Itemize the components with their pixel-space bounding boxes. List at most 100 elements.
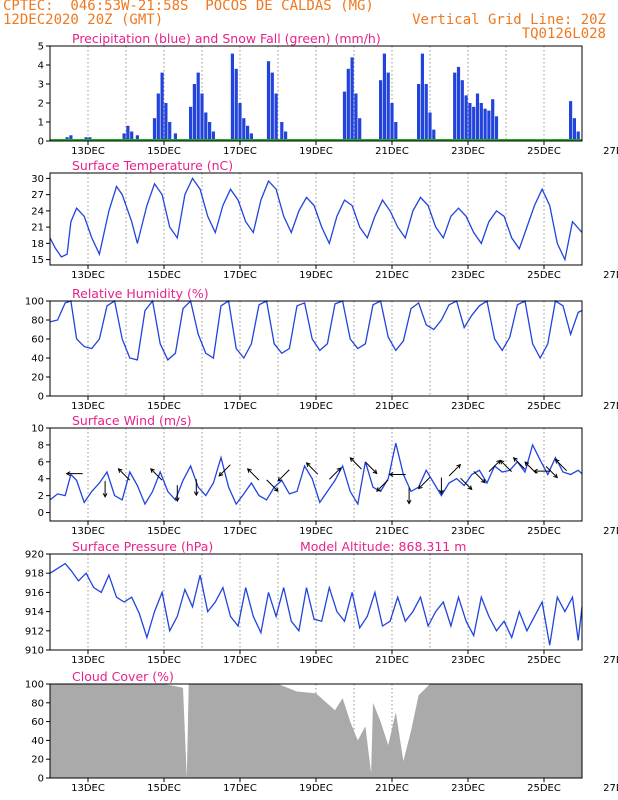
wind-line (49, 443, 583, 506)
y-tick-label: 100 (25, 297, 44, 308)
x-tick-label: 15DEC (147, 146, 181, 157)
x-tick-label: 21DEC (375, 401, 409, 412)
wind-arrow-head (439, 489, 444, 495)
wind-arrow-head (273, 487, 279, 492)
panel-title: Cloud Cover (%) (72, 669, 174, 684)
wind-arrow-head (456, 463, 462, 469)
x-tick-label: 21DEC (375, 526, 409, 537)
y-tick-label: 18 (31, 239, 44, 250)
wind-arrow (460, 477, 473, 490)
humidity-line (49, 299, 583, 361)
precip-bar (494, 116, 499, 141)
precip-bar (280, 122, 284, 141)
wind-arrow-head (117, 468, 123, 473)
cloud-panel: 0 20 40 60 80 100 13DEC 15DEC 17DEC 19DEC 21DEC 23D… (25, 669, 618, 794)
precip-bar (432, 129, 436, 141)
x-tick-label: 27DEC (603, 146, 618, 157)
wind-arrow-head (372, 469, 378, 475)
y-tick-label: 910 (25, 646, 44, 657)
wind-arrow-head (376, 487, 381, 492)
precip-bar (192, 84, 196, 141)
precip-bar (468, 103, 472, 141)
y-tick-label: 24 (31, 206, 44, 217)
precip-bar (238, 103, 242, 141)
wind-arrow (329, 467, 341, 480)
precip-bar (464, 95, 468, 141)
wind-arrow (266, 479, 279, 492)
precip-bar (417, 84, 421, 141)
precip-bar (160, 72, 164, 141)
y-tick-label: 100 (25, 680, 44, 691)
precip-bar (382, 53, 386, 141)
run-date: 12DEC2020 20Z (GMT) (3, 12, 164, 28)
x-tick-label: 17DEC (223, 526, 257, 537)
wind-arrow-head (150, 468, 155, 473)
precip-bar (122, 133, 126, 141)
x-tick-label: 19DEC (299, 401, 333, 412)
precip-bar (491, 99, 495, 141)
x-tick-label: 19DEC (299, 270, 333, 281)
wind-arrow (306, 462, 319, 475)
wind-arrow-head (512, 457, 518, 462)
x-tick-label: 23DEC (451, 270, 485, 281)
precip-bar (164, 103, 168, 141)
precip-bar (270, 72, 274, 141)
panel-title: Precipitation (blue) and Snow Fall (gree… (72, 31, 381, 46)
precip-bar (453, 72, 457, 141)
y-tick-label: 920 (25, 550, 44, 561)
y-tick-label: 5 (38, 42, 44, 53)
x-tick-label: 21DEC (375, 146, 409, 157)
x-tick-label: 21DEC (375, 783, 409, 794)
y-tick-label: 80 (31, 698, 44, 709)
wind-panel: 0 2 4 6 8 10 13DEC 15DEC 17DEC 19DEC 21DEC 23DEC 25D… (31, 413, 618, 537)
precip-bar (483, 108, 487, 141)
y-tick-label: 0 (38, 774, 44, 785)
x-tick-label: 25DEC (527, 146, 561, 157)
wind-arrow (473, 471, 486, 483)
precip-bar (266, 61, 271, 142)
wind-arrow-head (193, 491, 199, 497)
y-tick-label: 27 (31, 190, 44, 201)
wind-arrow (349, 457, 362, 470)
precip-bar (346, 68, 350, 141)
precip-bar (572, 118, 576, 141)
precip-bar (234, 68, 238, 141)
precip-bar (420, 53, 424, 141)
y-tick-label: 918 (25, 569, 44, 580)
x-tick-label: 13DEC (71, 401, 105, 412)
y-tick-label: 80 (31, 316, 44, 327)
y-tick-label: 20 (31, 755, 44, 766)
y-tick-label: 0 (38, 137, 44, 148)
precip-bar (475, 93, 480, 141)
x-tick-label: 15DEC (147, 526, 181, 537)
x-tick-label: 17DEC (223, 655, 257, 666)
y-tick-label: 4 (38, 61, 44, 72)
x-tick-label: 13DEC (71, 146, 105, 157)
y-tick-label: 916 (25, 588, 44, 599)
precip-bar (569, 101, 573, 141)
wind-arrow-head (349, 457, 355, 462)
x-tick-label: 27DEC (603, 655, 618, 666)
wind-arrow (418, 477, 431, 489)
wind-arrow-head (467, 485, 473, 491)
y-tick-label: 0 (38, 392, 44, 403)
y-tick-label: 0 (38, 508, 44, 519)
wind-arrow-head (336, 467, 342, 473)
precip-bar (135, 135, 139, 141)
panel-title: Surface Temperature (nC) (72, 158, 233, 173)
wind-arrow-head (406, 499, 412, 505)
wind-arrow (150, 468, 163, 481)
precip-bar (196, 72, 200, 141)
wind-arrow (500, 460, 512, 472)
x-tick-label: 17DEC (223, 146, 257, 157)
y-tick-label: 10 (31, 424, 44, 435)
x-tick-label: 21DEC (375, 270, 409, 281)
x-tick-label: 23DEC (451, 401, 485, 412)
y-tick-label: 8 (38, 440, 44, 451)
precip-bar (156, 93, 160, 141)
x-tick-label: 23DEC (451, 526, 485, 537)
x-tick-label: 13DEC (71, 526, 105, 537)
x-tick-label: 13DEC (71, 655, 105, 666)
wind-arrow-head (102, 493, 108, 498)
x-tick-label: 17DEC (223, 401, 257, 412)
